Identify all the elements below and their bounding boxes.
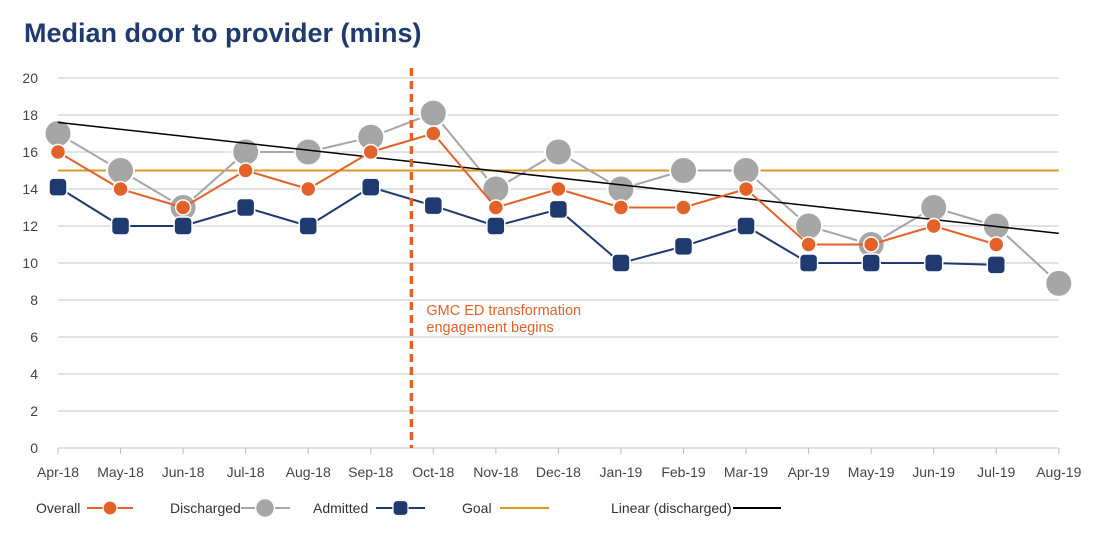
discharged-point-aug-18 — [293, 137, 323, 167]
discharged-point-may-18 — [106, 156, 136, 185]
admitted-point-may-18 — [110, 216, 131, 236]
overall-point-jul-19 — [988, 236, 1005, 253]
chart-title: Median door to provider (mins) — [24, 18, 422, 48]
legend-label-discharged: Discharged — [170, 500, 241, 516]
admitted-point-jun-18 — [173, 216, 193, 236]
y-tick-label-8: 8 — [30, 292, 38, 308]
admitted-point-feb-19 — [673, 236, 694, 257]
admitted-point-apr-19 — [798, 253, 819, 273]
y-tick-label-12: 12 — [22, 218, 38, 234]
overall-point-may-19 — [862, 236, 880, 253]
admitted-point-oct-18 — [423, 195, 444, 216]
discharged-point-aug-19 — [1044, 268, 1074, 298]
discharged-point-nov-18 — [481, 174, 511, 204]
y-tick-label-18: 18 — [22, 107, 38, 123]
overall-point-feb-19 — [675, 199, 692, 216]
admitted-point-mar-19 — [736, 216, 756, 236]
admitted-point-jul-19 — [986, 255, 1006, 275]
admitted-point-apr-18 — [48, 177, 68, 197]
legend-marker-admitted — [392, 499, 409, 517]
overall-point-sep-18 — [362, 143, 379, 161]
annotation-label-line-1: GMC ED transformation — [426, 303, 581, 319]
legend-label-overall: Overall — [36, 500, 80, 516]
x-tick-label-jul-19: Jul-19 — [977, 464, 1015, 480]
discharged-point-jan-19 — [606, 174, 636, 204]
overall-point-jul-18 — [237, 162, 254, 179]
admitted-point-nov-18 — [486, 216, 506, 236]
legend-marker-overall — [102, 500, 118, 516]
legend-label-goal: Goal — [462, 500, 492, 516]
x-tick-label-aug-18: Aug-18 — [286, 464, 331, 480]
x-tick-label-jun-19: Jun-19 — [912, 464, 955, 480]
y-tick-label-2: 2 — [30, 403, 38, 419]
discharged-point-dec-18 — [543, 137, 573, 167]
admitted-series-line — [57, 186, 997, 266]
x-tick-label-jul-18: Jul-18 — [227, 464, 265, 480]
discharged-point-mar-19 — [731, 156, 761, 185]
overall-series-line — [57, 132, 997, 246]
y-tick-label-14: 14 — [22, 181, 38, 197]
x-tick-label-apr-18: Apr-18 — [37, 464, 79, 480]
x-tick-label-may-19: May-19 — [848, 464, 895, 480]
x-tick-label-aug-19: Aug-19 — [1036, 464, 1081, 480]
x-tick-label-dec-18: Dec-18 — [536, 464, 581, 480]
admitted-point-may-19 — [861, 253, 881, 273]
overall-point-apr-19 — [800, 236, 817, 253]
x-tick-label-may-18: May-18 — [97, 464, 144, 480]
y-tick-label-4: 4 — [30, 366, 38, 382]
annotation-label-line-2: engagement begins — [426, 320, 553, 336]
y-tick-label-10: 10 — [22, 255, 38, 271]
overall-point-oct-18 — [425, 125, 442, 142]
x-tick-label-jan-19: Jan-19 — [600, 464, 643, 480]
overall-point-nov-18 — [487, 199, 505, 216]
x-tick-label-oct-18: Oct-18 — [412, 464, 454, 480]
admitted-point-jul-18 — [235, 197, 256, 218]
legend-marker-discharged — [254, 497, 276, 519]
x-tick-label-feb-19: Feb-19 — [661, 464, 706, 480]
admitted-point-aug-18 — [298, 216, 318, 236]
y-tick-label-0: 0 — [30, 440, 38, 456]
linear-discharged-trendline — [57, 121, 1059, 235]
overall-point-apr-18 — [49, 143, 67, 161]
x-tick-label-mar-19: Mar-19 — [724, 464, 769, 480]
x-tick-label-apr-19: Apr-19 — [788, 464, 830, 480]
discharged-point-jun-19 — [919, 193, 949, 222]
overall-point-jun-18 — [174, 199, 192, 216]
admitted-point-dec-18 — [548, 199, 569, 220]
x-tick-label-jun-18: Jun-18 — [162, 464, 205, 480]
admitted-point-sep-18 — [361, 177, 381, 197]
overall-point-aug-18 — [299, 180, 317, 198]
legend-label-admitted: Admitted — [313, 500, 368, 516]
y-tick-label-16: 16 — [22, 144, 38, 160]
y-tick-label-6: 6 — [30, 329, 38, 345]
legend-label-linear-discharged: Linear (discharged) — [611, 500, 732, 516]
admitted-point-jan-19 — [611, 253, 631, 273]
y-tick-label-20: 20 — [22, 70, 38, 86]
discharged-point-feb-19 — [669, 156, 698, 185]
x-tick-label-nov-18: Nov-18 — [473, 464, 518, 480]
overall-point-dec-18 — [550, 180, 567, 198]
x-tick-label-sep-18: Sep-18 — [348, 464, 393, 480]
overall-point-jun-19 — [925, 217, 942, 235]
discharged-point-oct-18 — [418, 98, 448, 128]
overall-point-mar-19 — [737, 180, 755, 198]
admitted-point-jun-19 — [923, 253, 944, 273]
overall-point-jan-19 — [612, 199, 630, 216]
overall-point-may-18 — [112, 180, 129, 198]
